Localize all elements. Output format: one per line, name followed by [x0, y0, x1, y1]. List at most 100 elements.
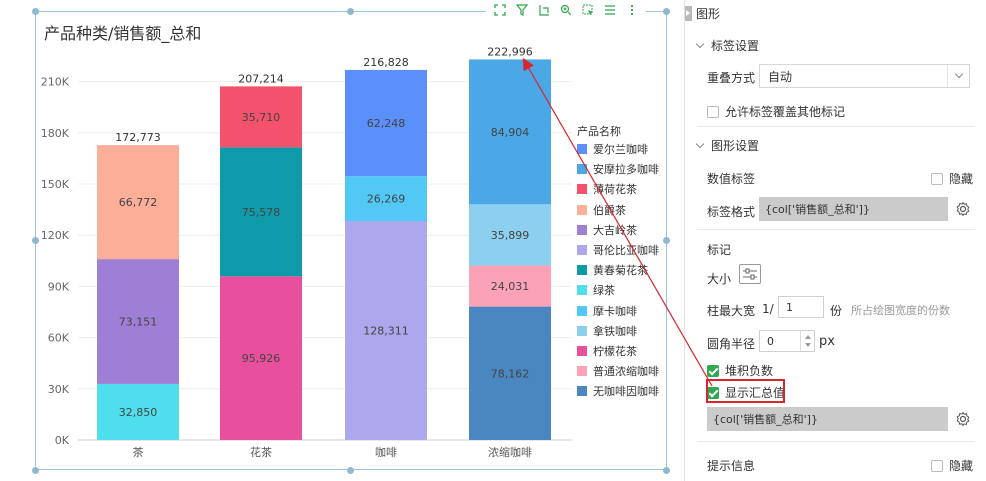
resize-handle-tr[interactable] [663, 8, 670, 15]
filter-icon[interactable] [511, 0, 533, 20]
legend-swatch [577, 204, 587, 215]
legend-label: 伯爵茶 [593, 203, 626, 217]
legend: 产品名称 爱尔兰咖啡安摩拉多咖啡 薄荷花茶伯爵茶大吉岭茶哥伦比亚咖啡 黄春菊花茶绿茶… [577, 123, 667, 401]
section-shape-settings[interactable]: 图形设置 [695, 137, 759, 154]
bar-total-label: 216,828 [363, 56, 409, 69]
legend-item[interactable]: 爱尔兰咖啡 [577, 139, 667, 159]
label-format-input[interactable]: {col['销售额_总和']} [759, 197, 948, 221]
checkbox-label: 隐藏 [949, 459, 974, 473]
legend-item[interactable]: 普通浓缩咖啡 [577, 361, 667, 381]
legend-item[interactable]: 伯爵茶 [577, 200, 667, 220]
corner-radius-stepper[interactable]: 0 [759, 330, 815, 352]
legend-item[interactable]: 绿茶 [577, 280, 667, 300]
allow-overlap-checkbox[interactable]: 允许标签覆盖其他标记 [707, 103, 845, 120]
resize-handle-bl[interactable] [32, 467, 39, 474]
bar-total-label: 207,214 [238, 72, 284, 85]
corner-radius-unit: px [819, 334, 835, 349]
y-tick-label: 150K [41, 178, 70, 191]
bar-segment [97, 383, 179, 440]
legend-label: 安摩拉多咖啡 [593, 163, 659, 177]
total-format-input[interactable]: {col['销售额_总和']} [707, 407, 948, 431]
bar-value-label: 84,904 [491, 126, 530, 139]
bar-value-label: 128,311 [363, 325, 409, 338]
resize-handle-bm[interactable] [347, 467, 354, 474]
x-category-label: 浓缩咖啡 [488, 445, 532, 459]
legend-label: 薄荷花茶 [593, 183, 637, 197]
divider [697, 126, 975, 127]
value-label-title: 数值标签 [707, 172, 756, 186]
overlap-label: 重叠方式 [707, 71, 756, 85]
tooltip-label: 提示信息 [707, 459, 756, 473]
legend-item[interactable]: 大吉岭茶 [577, 220, 667, 240]
legend-item[interactable]: 哥伦比亚咖啡 [577, 240, 667, 260]
checkbox-label: 显示汇总值 [725, 386, 786, 400]
select-icon[interactable] [577, 0, 599, 20]
y-tick-label: 180K [41, 127, 70, 140]
legend-item[interactable]: 安摩拉多咖啡 [577, 159, 667, 179]
legend-item[interactable]: 柠檬花茶 [577, 341, 667, 361]
legend-label: 无咖啡因咖啡 [593, 385, 659, 399]
checkbox-icon [707, 105, 719, 118]
legend-label: 黄春菊花茶 [593, 264, 648, 278]
overlap-select[interactable]: 自动 [759, 64, 970, 88]
legend-item[interactable]: 拿铁咖啡 [577, 321, 667, 341]
legend-item[interactable]: 无咖啡因咖啡 [577, 381, 667, 401]
section-label-settings[interactable]: 标签设置 [695, 37, 760, 54]
legend-item[interactable]: 薄荷花茶 [577, 179, 667, 199]
checkbox-checked-icon [707, 364, 719, 377]
legend-swatch [577, 386, 587, 397]
legend-swatch [577, 164, 587, 175]
bar-width-value: 1 [786, 300, 793, 314]
bar-segment [345, 176, 427, 222]
bar-value-label: 75,578 [242, 206, 281, 219]
fullscreen-icon[interactable] [489, 0, 511, 20]
size-slider-icon[interactable] [739, 264, 761, 284]
gear-icon[interactable] [955, 201, 971, 217]
bar-width-input[interactable]: 1 [778, 296, 824, 318]
collapse-icon[interactable] [685, 5, 692, 21]
legend-item[interactable]: 摩卡咖啡 [577, 301, 667, 321]
chevron-down-icon [947, 65, 969, 87]
bar-value-label: 95,926 [242, 352, 281, 365]
gear-icon[interactable] [955, 411, 971, 427]
corner-radius-label: 圆角半径 [707, 337, 756, 351]
chart-title: 产品种类/销售额_总和 [44, 24, 202, 43]
tooltip-hide-checkbox[interactable]: 隐藏 [931, 457, 973, 474]
legend-label: 哥伦比亚咖啡 [593, 244, 659, 258]
legend-swatch [577, 325, 587, 336]
legend-label: 普通浓缩咖啡 [593, 365, 659, 379]
bar-value-label: 66,772 [119, 196, 158, 209]
resize-handle-tm[interactable] [347, 8, 354, 15]
list-icon[interactable] [599, 0, 621, 20]
settings-panel: 图形 标签设置 重叠方式 自动 允许标签覆盖其他标记 图形设置 数值标签 隐藏 … [684, 0, 986, 481]
resize-handle-ml[interactable] [32, 237, 39, 244]
label-format-value: {col['销售额_总和']} [765, 203, 870, 216]
legend-swatch [577, 245, 587, 256]
checkbox-label: 堆积负数 [725, 364, 774, 378]
divider [697, 441, 975, 442]
legend-title: 产品名称 [577, 125, 621, 138]
value-label-hide-checkbox[interactable]: 隐藏 [931, 170, 973, 187]
show-total-checkbox[interactable]: 显示汇总值 [707, 384, 785, 401]
more-icon[interactable] [621, 0, 643, 20]
y-tick-label: 0K [55, 434, 70, 447]
y-tick-label: 90K [48, 280, 70, 293]
stack-negative-checkbox[interactable]: 堆积负数 [707, 362, 773, 379]
drill-icon[interactable] [533, 0, 555, 20]
bar-total-label: 222,996 [487, 45, 533, 58]
corner-radius-value: 0 [767, 334, 774, 348]
section-title: 标签设置 [711, 39, 760, 53]
legend-item[interactable]: 黄春菊花茶 [577, 260, 667, 280]
stepper-arrows-icon[interactable] [800, 331, 814, 351]
legend-label: 绿茶 [593, 284, 615, 298]
checkbox-icon [931, 459, 943, 472]
bar-value-label: 24,031 [491, 280, 530, 293]
resize-handle-br[interactable] [663, 467, 670, 474]
y-tick-label: 120K [41, 229, 70, 242]
zoom-icon[interactable] [555, 0, 577, 20]
bar-segment [220, 147, 302, 277]
panel-header[interactable]: 图形 [685, 0, 720, 26]
resize-handle-tl[interactable] [32, 8, 39, 15]
chevron-down-icon [695, 39, 705, 49]
legend-label: 摩卡咖啡 [593, 304, 637, 318]
